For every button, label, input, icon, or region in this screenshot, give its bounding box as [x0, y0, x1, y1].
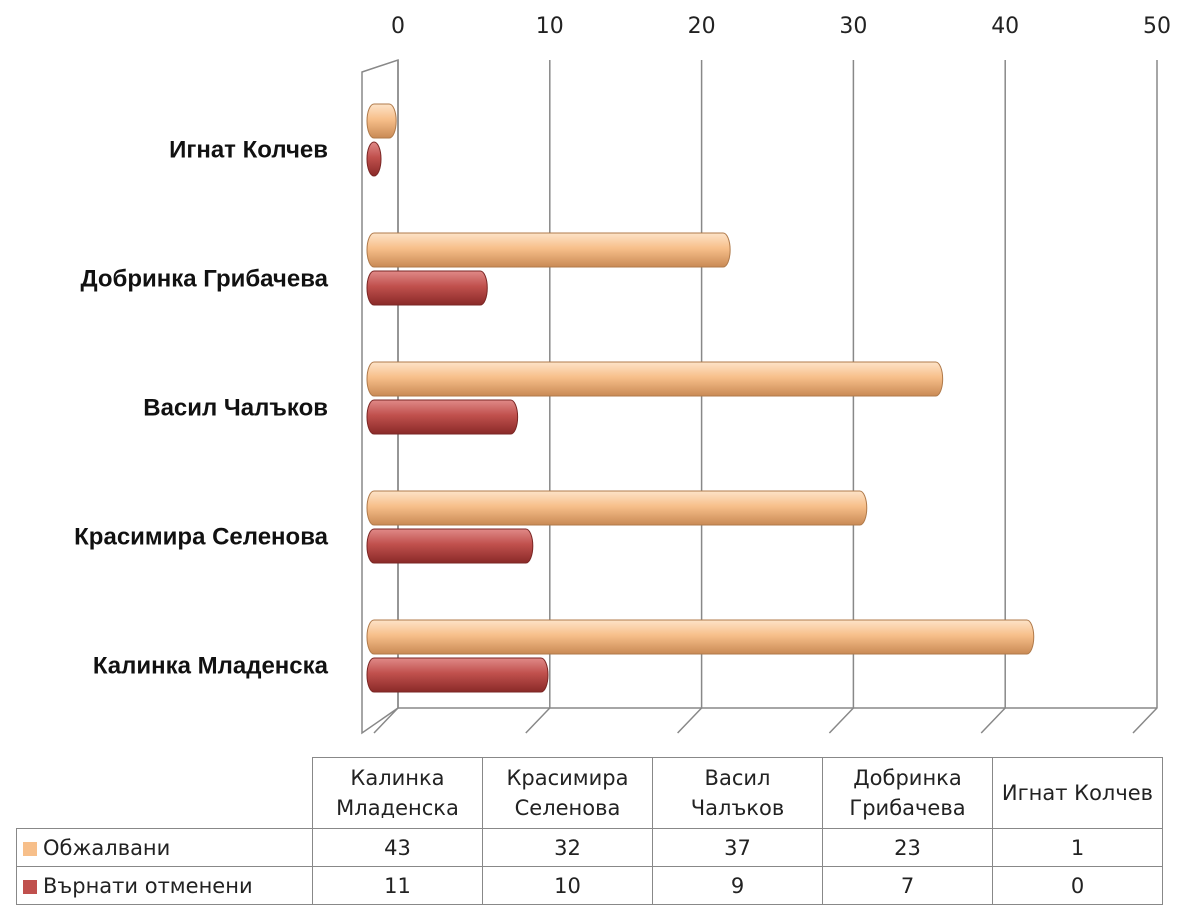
grid-line — [1132, 60, 1158, 734]
grid-line — [980, 60, 1006, 734]
bar — [366, 619, 1035, 655]
bar — [366, 232, 731, 268]
table-row: Обжалвани 43 32 37 23 1 — [16, 828, 1163, 867]
bar — [366, 361, 944, 397]
x-tick-label: 10 — [536, 14, 564, 39]
table-value: 43 — [312, 828, 483, 867]
table-value: 37 — [652, 828, 823, 867]
table-value: 11 — [312, 866, 483, 905]
bar — [366, 399, 519, 435]
x-tick-label: 40 — [991, 14, 1019, 39]
category-label: Добринка Грибачева — [80, 265, 328, 292]
x-tick-label: 0 — [391, 14, 405, 39]
legend-cell: Върнати отменени — [16, 866, 313, 905]
legend-label: Обжалвани — [43, 835, 171, 860]
table-header: Игнат Колчев — [992, 757, 1163, 829]
category-label: Васил Чалъков — [143, 394, 328, 421]
table-row: Върнати отменени 11 10 9 7 0 — [16, 866, 1163, 905]
table-value: 1 — [992, 828, 1163, 867]
table-header: Красимира Селенова — [482, 757, 653, 829]
table-header: Васил Чалъков — [652, 757, 823, 829]
category-label: Красимира Селенова — [74, 523, 328, 550]
grid-line — [525, 60, 551, 734]
grid-line — [828, 60, 855, 734]
legend-key — [23, 841, 37, 856]
table-value: 23 — [822, 828, 993, 867]
category-label: Калинка Младенска — [93, 652, 329, 679]
table-value: 10 — [482, 866, 653, 905]
legend-key — [23, 879, 37, 894]
bar — [366, 490, 868, 526]
bar — [366, 270, 488, 306]
bar — [366, 141, 382, 177]
legend-label: Върнати отменени — [43, 873, 253, 898]
table-header: Добринка Грибачева — [822, 757, 993, 829]
x-tick-label: 20 — [688, 14, 716, 39]
data-table: Калинка Младенска Красимира Селенова Васил… — [16, 757, 1163, 905]
chart: 0 10 20 30 40 50 Калинка Младенска Красимира Се… — [74, 14, 1171, 735]
table-header: Калинка Младенска — [312, 757, 483, 829]
grid-line — [677, 60, 703, 734]
x-tick-label: 30 — [839, 14, 867, 39]
bar — [366, 528, 534, 564]
table-value: 0 — [992, 866, 1163, 905]
bar — [366, 103, 397, 139]
table-corner — [17, 758, 313, 829]
table-value: 9 — [652, 866, 823, 905]
table-value: 7 — [822, 866, 993, 905]
category-label: Игнат Колчев — [169, 136, 328, 163]
legend-cell: Обжалвани — [16, 828, 313, 867]
table-value: 32 — [482, 828, 653, 867]
bar — [366, 657, 549, 693]
x-tick-label: 50 — [1143, 14, 1171, 39]
